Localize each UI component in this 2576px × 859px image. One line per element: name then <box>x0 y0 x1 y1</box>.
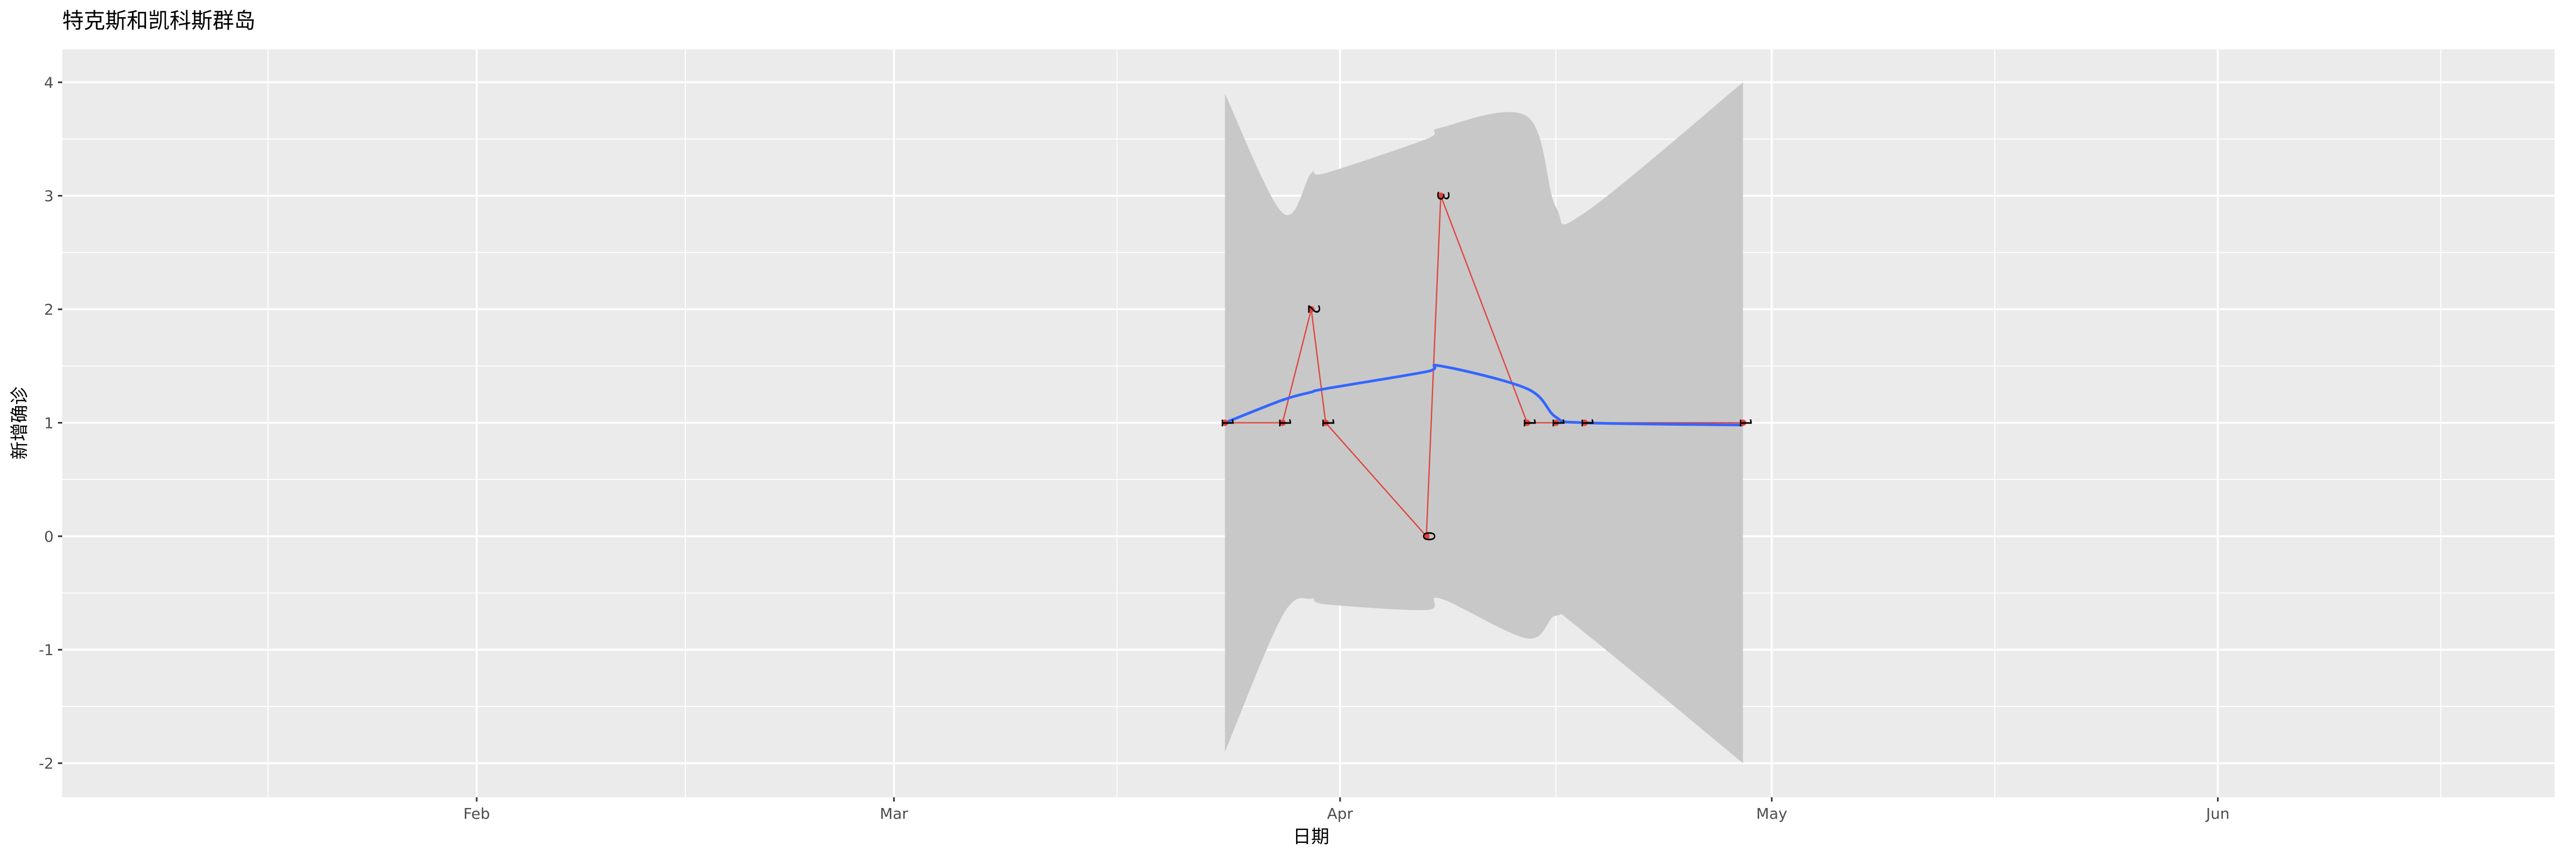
data-label: 0 <box>1419 531 1438 541</box>
data-point <box>1322 419 1329 426</box>
x-tick-label: Jun <box>2205 805 2230 822</box>
y-tick-label: -1 <box>39 641 54 659</box>
data-label: 1 <box>1217 418 1236 428</box>
data-point <box>1423 533 1430 540</box>
x-axis-label: 日期 <box>1293 826 1329 848</box>
data-label: 1 <box>1275 418 1294 428</box>
y-axis-label: 新增确诊 <box>9 387 31 460</box>
data-point <box>1308 306 1315 313</box>
y-tick-label: 1 <box>44 414 54 432</box>
data-point <box>1221 419 1228 426</box>
data-label: 3 <box>1433 191 1452 201</box>
y-tick-label: 2 <box>44 301 54 318</box>
data-label: 1 <box>1318 418 1337 428</box>
data-point <box>1279 419 1286 426</box>
x-tick-label: Mar <box>880 805 908 822</box>
data-point <box>1524 419 1531 426</box>
y-tick-label: 3 <box>44 187 54 205</box>
data-label: 1 <box>1548 418 1567 428</box>
confidence-band <box>1225 82 1743 763</box>
x-tick-label: Apr <box>1327 805 1353 822</box>
data-point <box>1581 419 1588 426</box>
y-tick-label: 0 <box>44 528 54 545</box>
chart-title: 特克斯和凯科斯群岛 <box>62 9 255 33</box>
data-label: 1 <box>1736 418 1754 428</box>
x-tick-label: Feb <box>463 805 490 822</box>
x-tick-label: May <box>1756 805 1787 822</box>
data-label: 1 <box>1577 418 1596 428</box>
data-label: 1 <box>1520 418 1539 428</box>
y-tick-label: -2 <box>39 755 54 773</box>
data-point <box>1553 419 1560 426</box>
data-label: 2 <box>1304 304 1322 315</box>
data-point <box>1739 419 1746 426</box>
y-tick-label: 4 <box>44 74 54 91</box>
data-point <box>1437 192 1444 199</box>
